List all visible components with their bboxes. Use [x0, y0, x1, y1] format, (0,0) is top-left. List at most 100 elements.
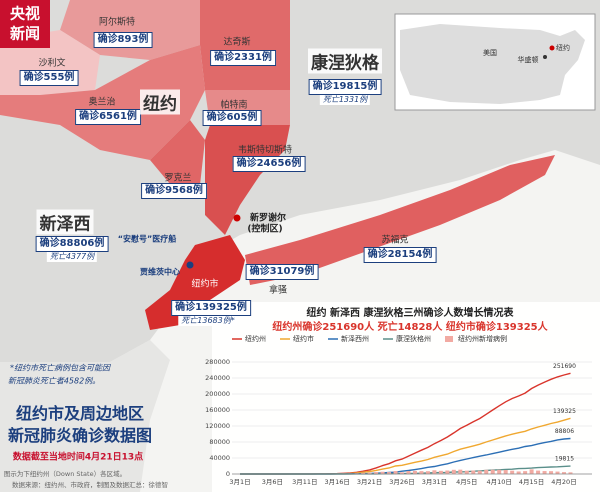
bar	[471, 470, 476, 474]
county-name: 达奇斯	[223, 37, 251, 48]
bar	[361, 472, 366, 474]
case-label: 确诊139325例	[171, 300, 251, 316]
marker	[543, 55, 547, 59]
x-tick-label: 3月31日	[422, 478, 447, 486]
x-tick-label: 3月16日	[324, 478, 349, 486]
case-label: 确诊605例	[202, 110, 262, 126]
data-label: 19815	[555, 456, 574, 463]
legend-label: 新泽西州	[341, 334, 369, 343]
place: 贾维茨中心	[140, 267, 180, 277]
data-label: 88806	[555, 428, 574, 435]
bar	[510, 470, 515, 474]
marker	[186, 261, 194, 269]
place: “安慰号”医疗船	[117, 234, 177, 244]
bar	[432, 470, 437, 474]
x-tick-label: 4月10日	[486, 478, 511, 486]
county	[205, 125, 290, 235]
title: 新冠肺炎确诊数据图	[7, 426, 153, 445]
case-label: 确诊88806例	[35, 236, 109, 252]
y-tick-label: 80000	[209, 438, 230, 446]
chart-title: 纽约 新泽西 康涅狄格三州确诊人数增长情况表	[307, 306, 515, 319]
legend-label: 纽约市	[293, 334, 314, 343]
y-tick-label: 240000	[205, 374, 230, 382]
bar	[438, 470, 443, 474]
county	[150, 120, 205, 190]
note: *纽约市死亡病例包含可能因	[10, 363, 110, 373]
bar	[412, 470, 417, 474]
place: (控制区)	[247, 224, 283, 235]
inset-land	[400, 24, 585, 104]
county-name: 奥兰治	[88, 97, 116, 108]
x-tick-label: 3月11日	[292, 478, 317, 486]
bar	[425, 471, 430, 474]
y-tick-label: 200000	[205, 390, 230, 398]
source: 图示为下纽约州（Down State）各区域。	[3, 470, 127, 478]
x-tick-label: 4月15日	[519, 478, 544, 486]
bar	[464, 470, 469, 474]
bar	[458, 469, 463, 474]
bar	[529, 469, 534, 474]
case-label: 确诊24656例	[232, 156, 306, 172]
bar	[542, 471, 547, 474]
legend-swatch	[445, 336, 453, 342]
bar	[380, 471, 385, 474]
bar	[419, 471, 424, 474]
county-name: 拿骚	[268, 285, 288, 296]
death-label: 死亡1331例	[319, 95, 371, 105]
logo: 新闻	[10, 25, 40, 43]
case-label: 确诊9568例	[141, 183, 207, 199]
bar	[400, 472, 404, 474]
y-tick-label: 120000	[205, 422, 230, 430]
line	[240, 372, 571, 475]
county-name: 苏福克	[381, 235, 409, 246]
bar	[406, 471, 411, 474]
legend-label: 康涅狄格州	[396, 334, 431, 343]
state-name: 新泽西	[36, 209, 94, 235]
land	[0, 340, 170, 492]
case-label: 确诊19815例	[308, 79, 382, 95]
logo: 央视	[10, 5, 40, 23]
title: 纽约市及周边地区	[15, 404, 145, 423]
x-tick-label: 3月26日	[389, 478, 414, 486]
data-label: 251690	[553, 363, 576, 370]
case-label: 确诊31079例	[245, 264, 319, 280]
case-label: 确诊555例	[19, 70, 79, 86]
y-tick-label: 40000	[209, 454, 230, 462]
case-label: 确诊893例	[93, 32, 153, 48]
bar	[555, 471, 560, 474]
death-label: 死亡4377例	[46, 252, 98, 262]
bar	[477, 470, 482, 474]
county-name: 韦斯特切斯特	[237, 145, 293, 156]
bar	[568, 472, 573, 474]
bar	[497, 469, 502, 474]
county	[0, 45, 205, 160]
bar	[451, 469, 456, 474]
place: 新罗谢尔	[249, 213, 287, 224]
chart-panel	[212, 302, 600, 492]
y-tick-label: 160000	[205, 406, 230, 414]
state-name: 康涅狄格	[308, 48, 382, 74]
case-label: 确诊6561例	[75, 109, 141, 125]
x-tick-label: 4月5日	[456, 478, 477, 486]
bar	[503, 470, 508, 474]
case-label: 确诊2331例	[210, 50, 276, 66]
bar	[387, 472, 392, 474]
y-tick-label: 280000	[205, 358, 230, 366]
x-tick-label: 3月1日	[229, 478, 250, 486]
bar	[523, 471, 528, 474]
bar	[536, 470, 541, 474]
logo-bg	[0, 0, 50, 48]
bar	[490, 469, 495, 474]
x-tick-label: 4月20日	[551, 478, 576, 486]
county-name: 沙利文	[38, 58, 66, 69]
county	[200, 0, 290, 90]
source: 数据来源：纽约州、市政府，制图及数据汇总：徐德智	[12, 481, 168, 489]
bar	[367, 472, 372, 474]
inset-label: 美国	[483, 49, 497, 57]
bar	[393, 471, 398, 474]
x-tick-label: 3月6日	[262, 478, 283, 486]
bar	[516, 471, 521, 474]
county-name: 帕特南	[220, 100, 248, 111]
chart-subtitle: 纽约州确诊251690人 死亡14828人 纽约市确诊139325人	[272, 320, 548, 333]
